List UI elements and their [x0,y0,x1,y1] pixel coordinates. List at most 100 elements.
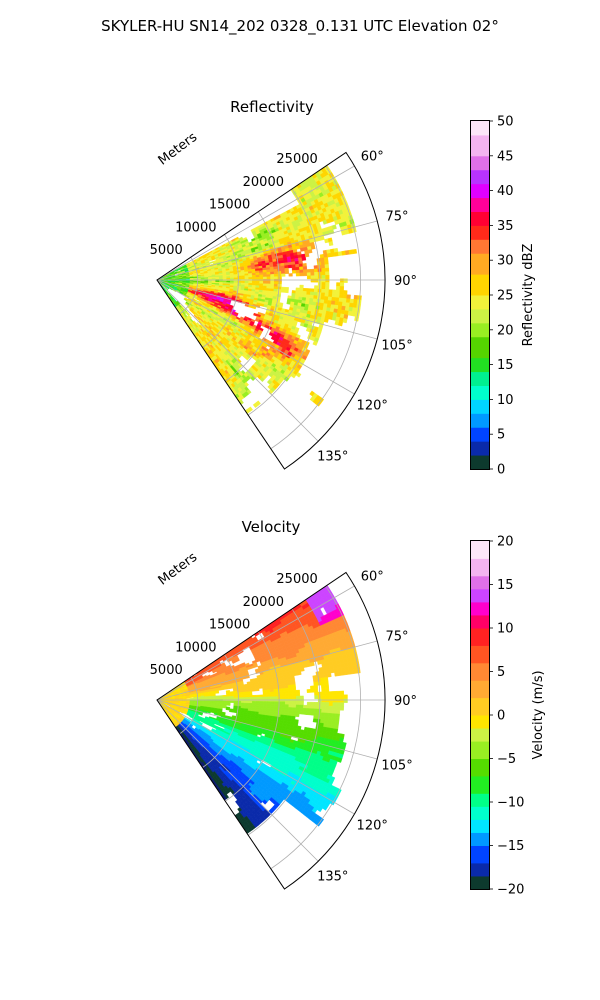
range-tick-label: 15000 [209,198,250,213]
data-cell [259,281,264,284]
range-tick-label: 10000 [175,220,216,235]
data-cell [266,283,271,287]
colorbar-segment [471,308,489,324]
colorbar-tick-label: 40 [497,184,514,199]
colorbar-segment [471,427,489,442]
data-cell [336,286,341,291]
reflectivity-panel: Reflectivity Meters 50001000015000200002… [150,98,536,478]
data-cell [343,290,348,295]
data-cell [280,268,286,272]
data-cell [286,300,292,305]
data-cell [244,695,249,698]
data-cell [313,265,319,270]
data-cell [291,267,297,271]
data-cell [343,278,348,283]
colorbar-segment [471,239,489,254]
data-cell [353,294,359,300]
data-cell [295,266,300,271]
data-cell [328,292,333,298]
data-cell [302,263,307,267]
data-cell [262,276,268,280]
data-cell [270,271,275,275]
data-cell [303,272,308,277]
data-cell [165,286,170,290]
colorbar-segment [471,274,489,296]
data-cell [314,271,319,276]
data-cell [251,688,256,692]
data-cell [259,276,264,280]
data-cell [277,276,282,280]
data-cell [314,285,319,290]
data-cell [244,277,249,280]
data-cell [313,268,319,273]
data-cell [295,287,300,292]
data-cell [320,260,326,266]
data-cell [313,291,319,296]
colorbar-segment [471,399,489,414]
data-cell [291,264,296,268]
data-cell [339,286,345,291]
data-cell [334,251,339,257]
data-cell [324,264,330,269]
data-cell [321,271,326,276]
data-cell [335,293,340,299]
data-cell [277,283,282,288]
data-cell [266,274,271,278]
data-cell [248,277,253,280]
colorbar-segment [471,441,489,456]
figure-title: SKYLER-HU SN14_202 0328_0.131 UTC Elevat… [101,17,499,36]
data-cell [331,293,337,298]
azimuth-tick-label: 90° [394,274,417,289]
data-cell [248,281,253,284]
data-cell [306,288,311,293]
colorbar-tick-label: 0 [497,463,505,478]
data-cell [313,288,319,293]
data-cell [323,317,329,323]
data-cell [306,272,312,277]
data-cell [310,278,315,283]
data-cell [240,697,246,700]
data-cell [281,270,286,275]
data-cell [302,266,308,271]
data-cell [248,701,253,704]
data-cell [274,281,279,285]
data-cell [244,700,249,704]
colorbar-tick-label: 20 [497,323,514,338]
data-cell [208,261,214,264]
data-cell [226,277,231,280]
range-tick-label: 5000 [150,243,183,258]
colorbar-gradient [471,121,489,470]
colorbar-segment [471,211,489,226]
data-cell [277,273,282,277]
data-cell [338,301,343,307]
data-cell [277,278,282,282]
data-cell [299,287,304,292]
data-cell [325,282,330,287]
colorbar-segment [471,225,489,240]
data-cell [273,268,278,273]
data-cell [266,281,271,285]
data-cell [338,321,344,327]
data-cell [230,277,235,280]
data-cell [287,264,293,269]
colorbar-tick-label: 10 [497,393,514,408]
data-cell [252,694,257,698]
data-cell [333,247,339,253]
data-cell [325,271,330,276]
data-cell [335,289,341,295]
data-cell [299,266,304,271]
data-cell [342,318,348,324]
data-cell [339,282,345,287]
data-cell [346,294,351,300]
data-cell [248,697,253,700]
data-cell [295,269,300,274]
data-cell [295,272,301,277]
data-cell [336,282,341,287]
range-tick-label: 25000 [276,152,317,167]
data-cell [266,276,271,280]
data-cell [281,273,286,277]
data-cell [214,691,220,694]
data-cell [222,706,227,709]
data-cell [310,272,315,276]
